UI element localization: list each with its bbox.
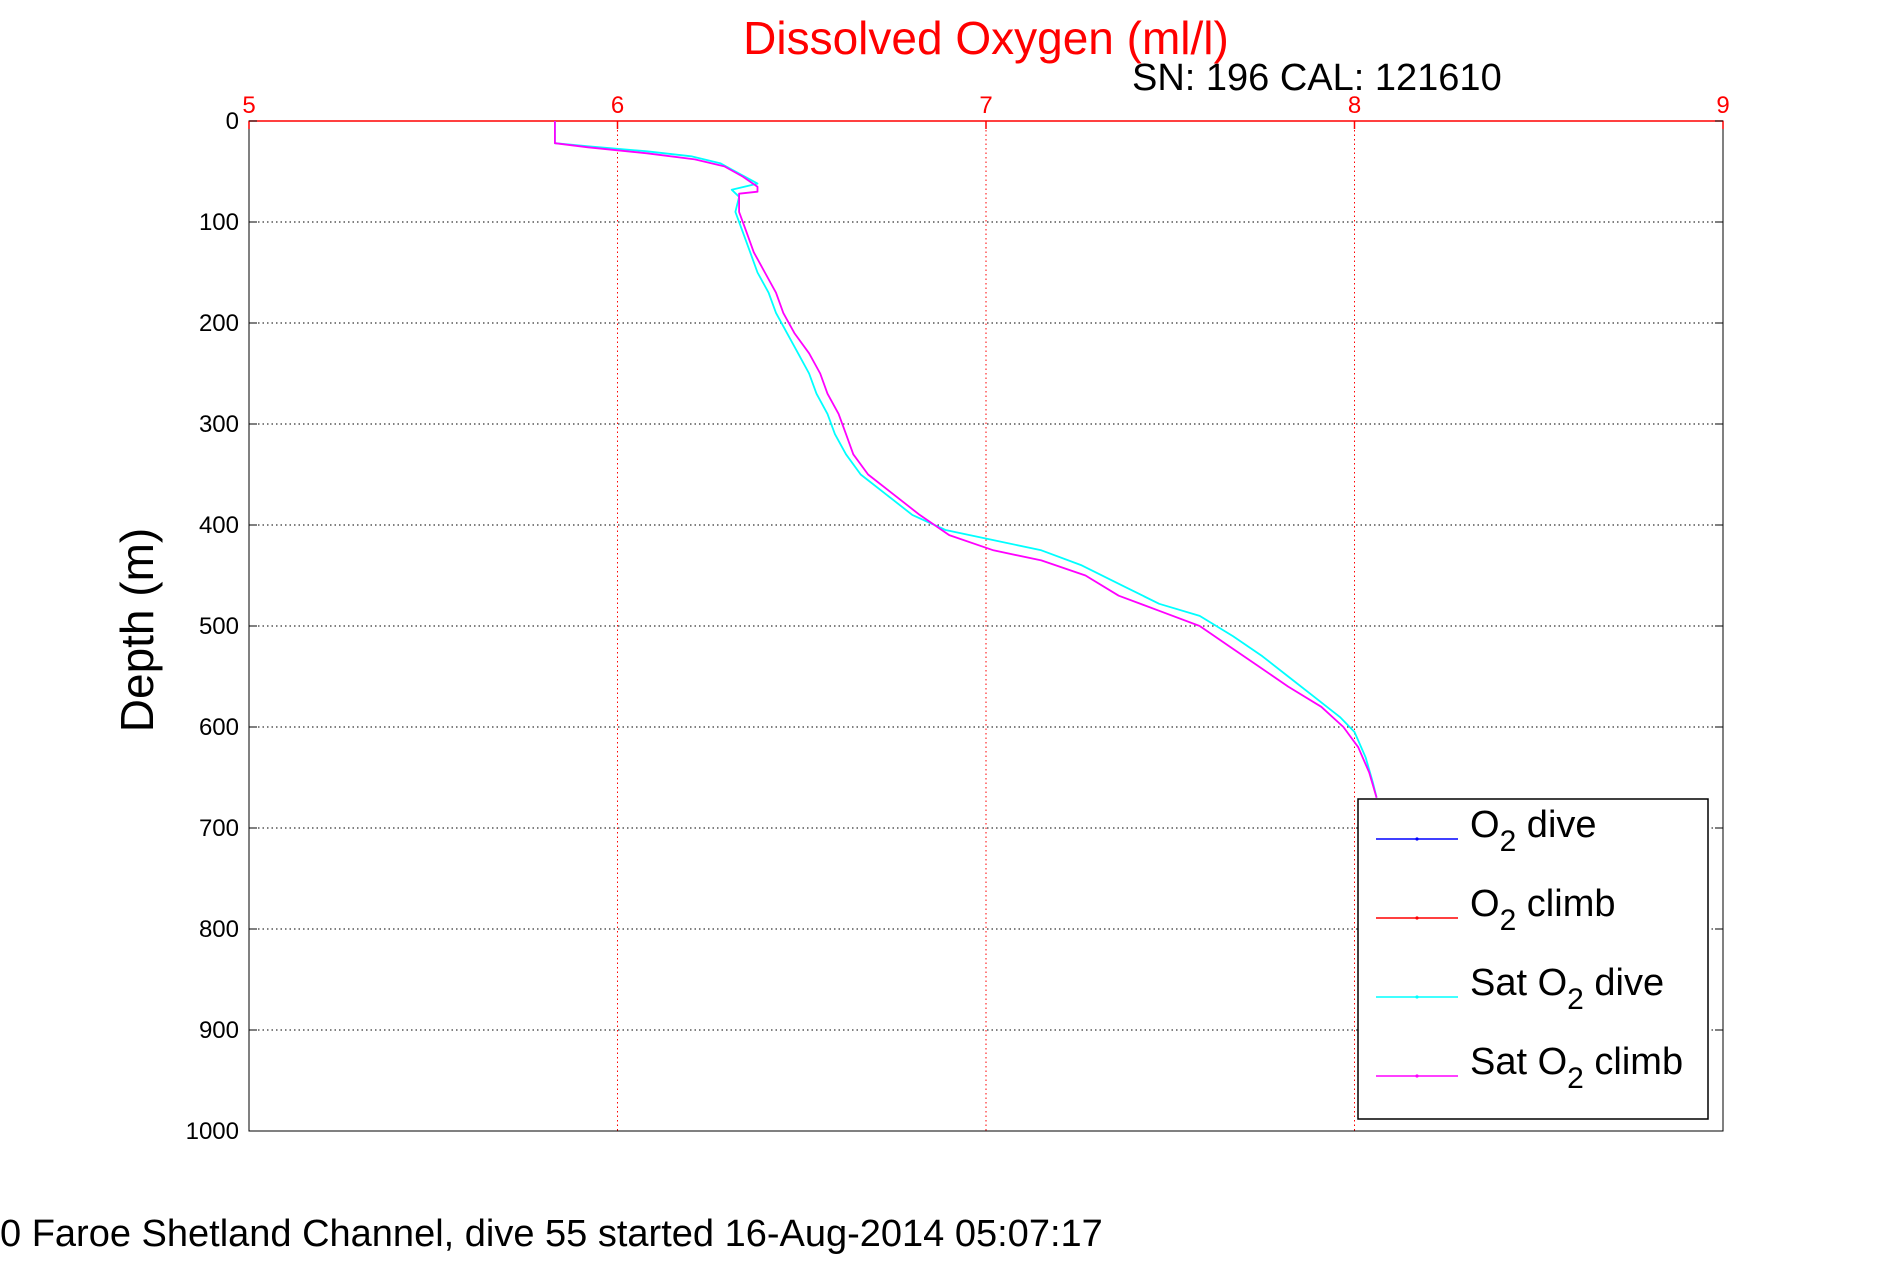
legend-marker-3	[1415, 1074, 1419, 1078]
x-tick-label: 6	[611, 92, 624, 119]
legend-box	[1357, 798, 1709, 1120]
y-tick-label: 900	[199, 1017, 239, 1044]
legend-label-text: O	[1470, 883, 1500, 925]
series	[554, 121, 1378, 798]
x-axis-ticks: 5 6 7 8 9	[242, 92, 1730, 129]
series-line-3	[554, 121, 1378, 798]
legend-marker-0	[1415, 837, 1419, 841]
y-tick-label: 300	[199, 411, 239, 438]
y-tick-label: 800	[199, 916, 239, 943]
footer-text: 0 Faroe Shetland Channel, dive 55 starte…	[0, 1213, 1103, 1255]
legend-label-text: Sat O	[1470, 1041, 1567, 1083]
legend-label-text: Sat O	[1470, 962, 1567, 1004]
grid	[249, 121, 1723, 1131]
legend-label-text: climb	[1516, 883, 1615, 925]
y-tick-label: 700	[199, 815, 239, 842]
legend-label-subscript: 2	[1500, 904, 1517, 937]
legend-label-3: Sat O2 climb	[1470, 1041, 1683, 1095]
legend-label-2: Sat O2 dive	[1470, 962, 1664, 1016]
chart-subtitle: SN: 196 CAL: 121610	[1132, 57, 1502, 99]
y-tick-label: 600	[199, 714, 239, 741]
x-tick-label: 5	[242, 92, 255, 119]
chart-title: Dissolved Oxygen (ml/l)	[743, 12, 1229, 64]
x-tick-label: 9	[1716, 92, 1729, 119]
legend-marker-2	[1415, 995, 1419, 999]
y-tick-label: 100	[199, 209, 239, 236]
legend-label-subscript: 2	[1500, 825, 1517, 858]
legend-label-subscript: 2	[1567, 983, 1584, 1016]
legend-label-text: O	[1470, 804, 1500, 846]
legend-label-1: O2 climb	[1470, 883, 1615, 937]
legend-label-text: dive	[1584, 962, 1664, 1004]
series-line-2	[554, 121, 1378, 798]
y-tick-label: 500	[199, 613, 239, 640]
x-tick-label: 7	[979, 92, 992, 119]
legend-label-text: climb	[1584, 1041, 1683, 1083]
legend-marker-1	[1415, 916, 1419, 920]
y-tick-label: 0	[226, 108, 239, 135]
legend-label-subscript: 2	[1567, 1062, 1584, 1095]
y-axis-ticks: 0 100 200 300 400 500 600 700 800 900 1000	[186, 108, 1723, 1145]
legend-label-0: O2 dive	[1470, 804, 1597, 858]
x-tick-label: 8	[1348, 92, 1361, 119]
y-tick-label: 400	[199, 512, 239, 539]
legend-label-text: dive	[1516, 804, 1596, 846]
y-tick-label: 200	[199, 310, 239, 337]
y-axis-label: Depth (m)	[111, 528, 163, 732]
y-tick-label: 1000	[186, 1118, 239, 1145]
